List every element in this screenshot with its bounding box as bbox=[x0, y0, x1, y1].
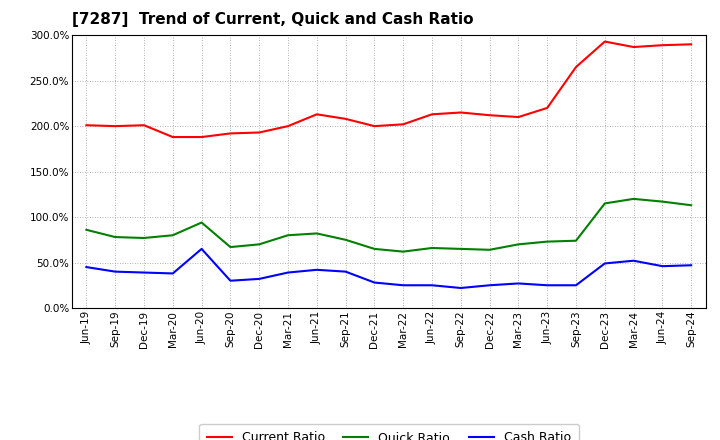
Quick Ratio bbox=[629, 196, 638, 202]
Current Ratio bbox=[312, 112, 321, 117]
Quick Ratio bbox=[514, 242, 523, 247]
Quick Ratio bbox=[197, 220, 206, 225]
Current Ratio bbox=[197, 134, 206, 139]
Current Ratio bbox=[514, 114, 523, 120]
Line: Current Ratio: Current Ratio bbox=[86, 41, 691, 137]
Line: Cash Ratio: Cash Ratio bbox=[86, 249, 691, 288]
Legend: Current Ratio, Quick Ratio, Cash Ratio: Current Ratio, Quick Ratio, Cash Ratio bbox=[199, 424, 579, 440]
Quick Ratio bbox=[82, 227, 91, 232]
Cash Ratio bbox=[514, 281, 523, 286]
Cash Ratio bbox=[140, 270, 148, 275]
Cash Ratio bbox=[572, 282, 580, 288]
Cash Ratio bbox=[658, 264, 667, 269]
Cash Ratio bbox=[629, 258, 638, 264]
Text: [7287]  Trend of Current, Quick and Cash Ratio: [7287] Trend of Current, Quick and Cash … bbox=[72, 12, 474, 27]
Cash Ratio bbox=[197, 246, 206, 252]
Quick Ratio bbox=[399, 249, 408, 254]
Current Ratio bbox=[485, 113, 494, 118]
Quick Ratio bbox=[543, 239, 552, 244]
Current Ratio bbox=[456, 110, 465, 115]
Quick Ratio bbox=[658, 199, 667, 204]
Quick Ratio bbox=[140, 235, 148, 241]
Cash Ratio bbox=[428, 282, 436, 288]
Cash Ratio bbox=[600, 261, 609, 266]
Cash Ratio bbox=[284, 270, 292, 275]
Cash Ratio bbox=[543, 282, 552, 288]
Quick Ratio bbox=[572, 238, 580, 243]
Current Ratio bbox=[255, 130, 264, 135]
Quick Ratio bbox=[111, 235, 120, 240]
Cash Ratio bbox=[341, 269, 350, 274]
Quick Ratio bbox=[312, 231, 321, 236]
Quick Ratio bbox=[226, 245, 235, 250]
Cash Ratio bbox=[226, 278, 235, 283]
Current Ratio bbox=[572, 64, 580, 70]
Quick Ratio bbox=[284, 233, 292, 238]
Quick Ratio bbox=[687, 202, 696, 208]
Current Ratio bbox=[168, 134, 177, 139]
Quick Ratio bbox=[341, 237, 350, 242]
Cash Ratio bbox=[687, 263, 696, 268]
Cash Ratio bbox=[168, 271, 177, 276]
Current Ratio bbox=[370, 124, 379, 129]
Quick Ratio bbox=[428, 246, 436, 251]
Cash Ratio bbox=[111, 269, 120, 274]
Cash Ratio bbox=[485, 282, 494, 288]
Current Ratio bbox=[629, 44, 638, 50]
Quick Ratio bbox=[255, 242, 264, 247]
Current Ratio bbox=[600, 39, 609, 44]
Cash Ratio bbox=[82, 264, 91, 270]
Current Ratio bbox=[341, 116, 350, 121]
Current Ratio bbox=[226, 131, 235, 136]
Cash Ratio bbox=[399, 282, 408, 288]
Cash Ratio bbox=[255, 276, 264, 282]
Quick Ratio bbox=[456, 246, 465, 252]
Current Ratio bbox=[140, 123, 148, 128]
Current Ratio bbox=[543, 105, 552, 110]
Quick Ratio bbox=[600, 201, 609, 206]
Cash Ratio bbox=[456, 286, 465, 291]
Current Ratio bbox=[284, 124, 292, 129]
Current Ratio bbox=[428, 112, 436, 117]
Line: Quick Ratio: Quick Ratio bbox=[86, 199, 691, 252]
Cash Ratio bbox=[312, 267, 321, 272]
Current Ratio bbox=[658, 43, 667, 48]
Current Ratio bbox=[111, 124, 120, 129]
Quick Ratio bbox=[485, 247, 494, 253]
Current Ratio bbox=[399, 122, 408, 127]
Current Ratio bbox=[687, 42, 696, 47]
Cash Ratio bbox=[370, 280, 379, 285]
Quick Ratio bbox=[370, 246, 379, 252]
Current Ratio bbox=[82, 123, 91, 128]
Quick Ratio bbox=[168, 233, 177, 238]
